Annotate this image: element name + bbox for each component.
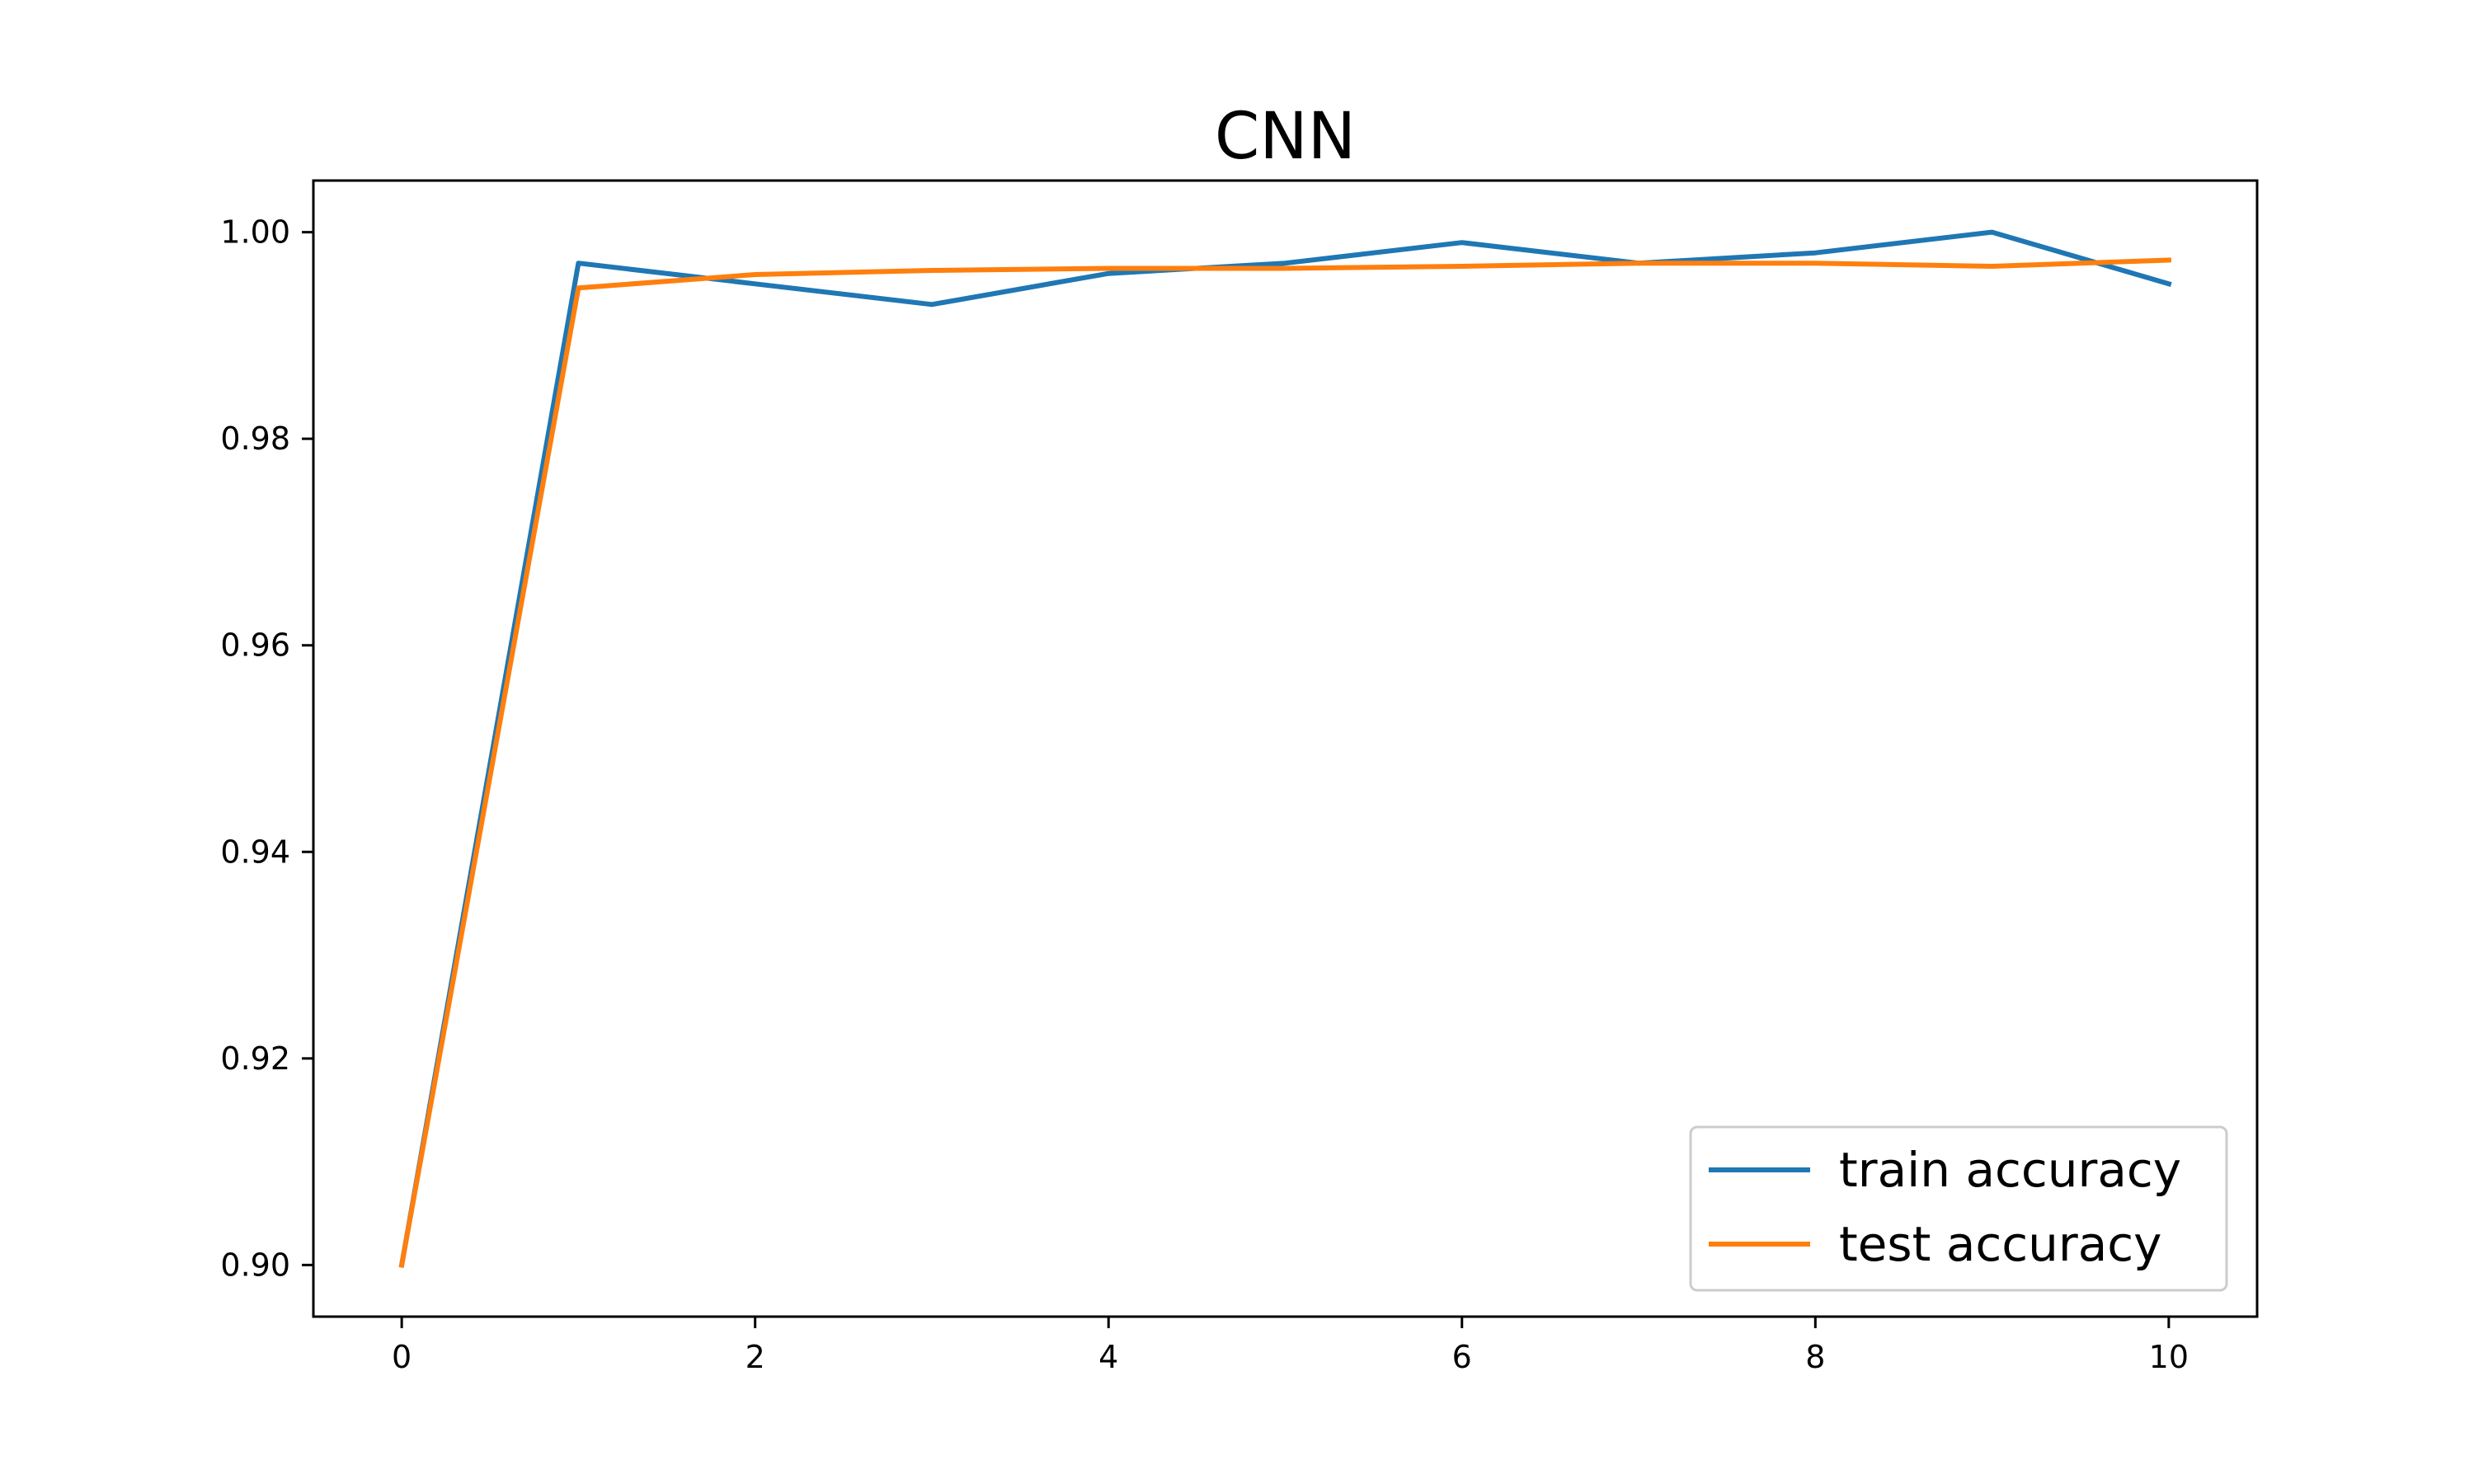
legend-label: train accuracy bbox=[1839, 1142, 2181, 1198]
legend: train accuracy test accuracy bbox=[1689, 1125, 2228, 1292]
series-lines bbox=[398, 229, 2172, 1268]
y-tick-label: 0.96 bbox=[220, 627, 290, 664]
y-axis: 0.90 0.92 0.94 0.96 0.98 1.00 bbox=[220, 214, 313, 1283]
y-tick-label: 1.00 bbox=[220, 214, 290, 251]
plot-frame bbox=[312, 179, 2259, 1318]
x-tick-label: 0 bbox=[392, 1339, 412, 1375]
y-tick-label: 0.94 bbox=[220, 834, 290, 870]
y-tick-label: 0.98 bbox=[220, 420, 290, 457]
legend-label: test accuracy bbox=[1839, 1216, 2162, 1272]
legend-box bbox=[1689, 1125, 2228, 1292]
x-tick-label: 2 bbox=[745, 1339, 765, 1375]
x-tick-label: 10 bbox=[2149, 1339, 2189, 1375]
x-tick-label: 4 bbox=[1098, 1339, 1118, 1375]
y-tick-label: 0.92 bbox=[220, 1040, 290, 1077]
chart-title: CNN bbox=[1215, 100, 1356, 174]
y-tick-label: 0.90 bbox=[220, 1247, 290, 1283]
x-tick-label: 8 bbox=[1805, 1339, 1825, 1375]
x-tick-label: 6 bbox=[1452, 1339, 1472, 1375]
x-axis: 0 2 4 6 8 10 bbox=[392, 1317, 2189, 1375]
series-line-test-accuracy bbox=[398, 257, 2172, 1268]
